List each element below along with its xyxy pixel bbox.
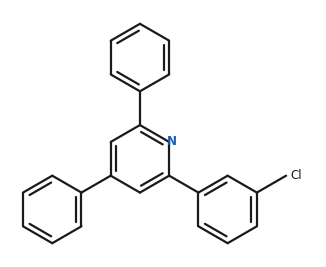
- Text: Cl: Cl: [290, 169, 302, 182]
- Text: N: N: [167, 135, 177, 148]
